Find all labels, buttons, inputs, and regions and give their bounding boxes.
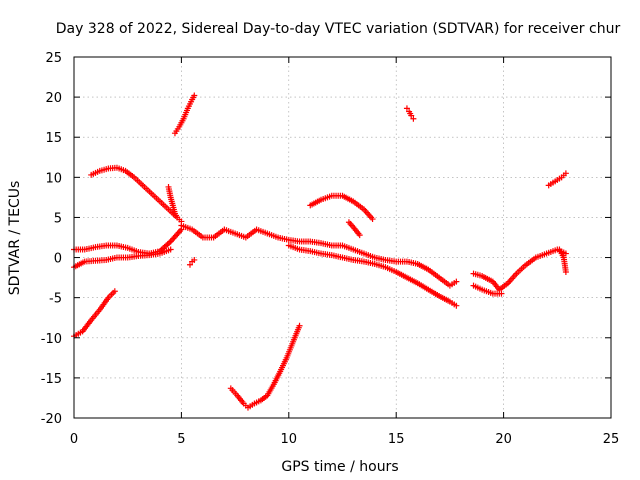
series-short-mid	[345, 219, 363, 239]
data-point	[453, 302, 460, 309]
data-point	[191, 92, 198, 99]
x-tick-label: 10	[281, 432, 298, 447]
data-point	[403, 105, 410, 112]
plot-frame	[73, 56, 612, 419]
y-tick-label: -5	[49, 292, 62, 307]
x-tick-label: 20	[495, 432, 512, 447]
x-tick-label: 15	[388, 432, 405, 447]
y-tick-label: 20	[45, 91, 62, 106]
series-right-spike	[556, 246, 569, 275]
y-tick-label: 5	[54, 211, 62, 226]
data-point	[562, 268, 569, 275]
data-point	[111, 288, 118, 295]
series-small-15-8	[403, 105, 417, 122]
series-arc-right-lower	[470, 282, 505, 297]
series-upper-right	[545, 170, 569, 189]
series-spike-4-5	[165, 183, 181, 221]
data-point	[369, 216, 376, 223]
y-tick-label: 0	[54, 252, 62, 267]
y-tick-label: -15	[41, 372, 62, 387]
axis-ticks: 0 5 10 15 20 25 -20 -15 -10 -5 0 5 10 15 20 25	[41, 51, 620, 447]
data-point	[410, 115, 417, 122]
x-tick-label: 0	[70, 432, 78, 447]
y-tick-label: 10	[45, 171, 62, 186]
data-point	[498, 290, 505, 297]
series-small-drop-5-5	[186, 256, 198, 268]
data-point	[453, 278, 460, 285]
series-arc-right	[470, 246, 569, 293]
series-main-band-lower	[285, 242, 460, 309]
y-axis-label: SDTVAR / TECUs	[7, 181, 23, 296]
x-axis-label: GPS time / hours	[281, 459, 398, 475]
data-point	[174, 214, 181, 221]
y-tick-label: 15	[45, 131, 62, 146]
y-tick-label: -20	[41, 412, 62, 427]
series-main-band	[178, 222, 460, 289]
data-point	[356, 232, 363, 239]
series-v-shape-bottom	[227, 322, 303, 411]
data-point	[408, 112, 415, 119]
x-tick-label: 5	[177, 432, 185, 447]
y-tick-label: 25	[45, 51, 62, 66]
series-rise-to-20	[171, 92, 198, 137]
series-arc-upper-left	[88, 164, 185, 225]
data-point	[186, 261, 193, 268]
y-tick-label: -10	[41, 332, 62, 347]
data-point	[296, 322, 303, 329]
data-point	[562, 170, 569, 177]
chart-title: Day 328 of 2022, Sidereal Day-to-day VTE…	[56, 21, 621, 37]
data-point	[167, 246, 174, 253]
data-point	[191, 256, 198, 263]
series-arc-middle	[307, 192, 376, 223]
x-tick-label: 25	[603, 432, 620, 447]
